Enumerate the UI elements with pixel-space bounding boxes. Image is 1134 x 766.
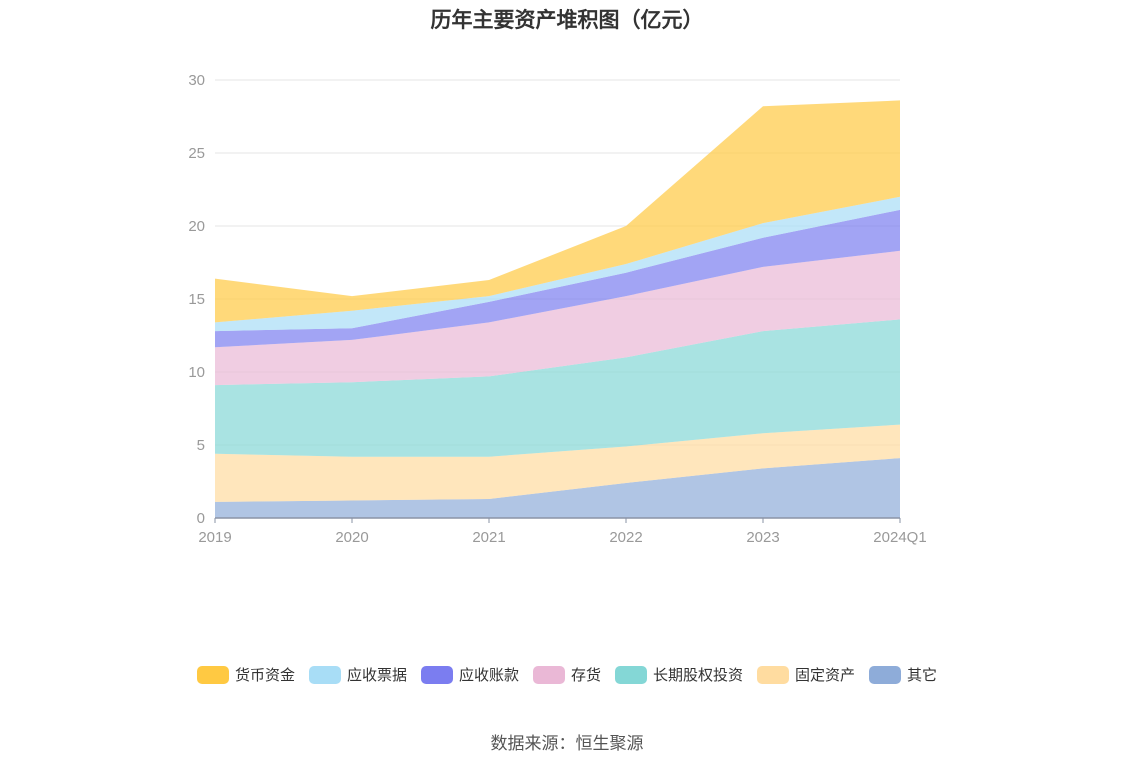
legend-swatch	[615, 665, 647, 684]
legend-swatch	[308, 665, 341, 684]
chart-title: 历年主要资产堆积图（亿元）	[430, 8, 704, 32]
area-series-长期股权投资	[215, 319, 900, 457]
y-tick-label: 25	[188, 145, 205, 162]
legend-item[interactable]: 固定资产	[757, 664, 855, 685]
legend-item[interactable]: 存货	[532, 664, 601, 685]
legend-swatch	[420, 665, 453, 684]
area-series-应收票据	[215, 196, 900, 332]
chart-legend: 货币资金 应收票据 应收账款 存货 长期股权投资 固定资产 其它	[0, 664, 1134, 685]
legend-swatch	[532, 665, 565, 684]
y-tick-label: 20	[188, 218, 205, 235]
legend-item[interactable]: 货币资金	[196, 664, 295, 685]
legend-item[interactable]: 其它	[869, 664, 937, 685]
legend-swatch	[757, 665, 790, 684]
area-series-货币资金	[215, 100, 900, 323]
legend-label: 应收账款	[458, 666, 519, 684]
legend-swatch	[196, 665, 229, 684]
legend-label: 存货	[570, 666, 601, 684]
y-tick-label: 15	[188, 291, 205, 308]
legend-item[interactable]: 应收票据	[308, 664, 407, 685]
legend-label: 固定资产	[795, 666, 856, 684]
data-source-note: 数据来源：恒生聚源	[490, 734, 644, 754]
area-series-其它	[215, 458, 900, 518]
x-tick-label: 2021	[472, 529, 505, 546]
legend-label: 长期股权投资	[653, 666, 744, 684]
x-tick-label: 2023	[746, 529, 779, 546]
legend-swatch	[869, 665, 902, 684]
y-tick-label: 0	[197, 510, 205, 527]
area-series-存货	[215, 250, 900, 386]
x-tick-label: 2019	[198, 529, 231, 546]
x-tick-label: 2024Q1	[873, 529, 926, 546]
legend-item[interactable]: 应收账款	[420, 664, 519, 685]
area-series-固定资产	[215, 424, 900, 502]
area-series-应收账款	[215, 209, 900, 348]
stacked-area-chart: 0 5 10 15 20 25 30 2019 2020 2021 2022 2023 2024Q1	[188, 72, 926, 546]
y-tick-label: 5	[197, 437, 205, 454]
y-tick-label: 10	[188, 364, 205, 381]
legend-item[interactable]: 长期股权投资	[615, 664, 743, 685]
x-tick-label: 2020	[335, 529, 368, 546]
y-tick-label: 30	[188, 72, 205, 89]
legend-label: 货币资金	[234, 666, 295, 684]
x-tick-label: 2022	[609, 529, 642, 546]
legend-label: 应收票据	[346, 666, 407, 684]
legend-label: 其它	[907, 666, 938, 684]
